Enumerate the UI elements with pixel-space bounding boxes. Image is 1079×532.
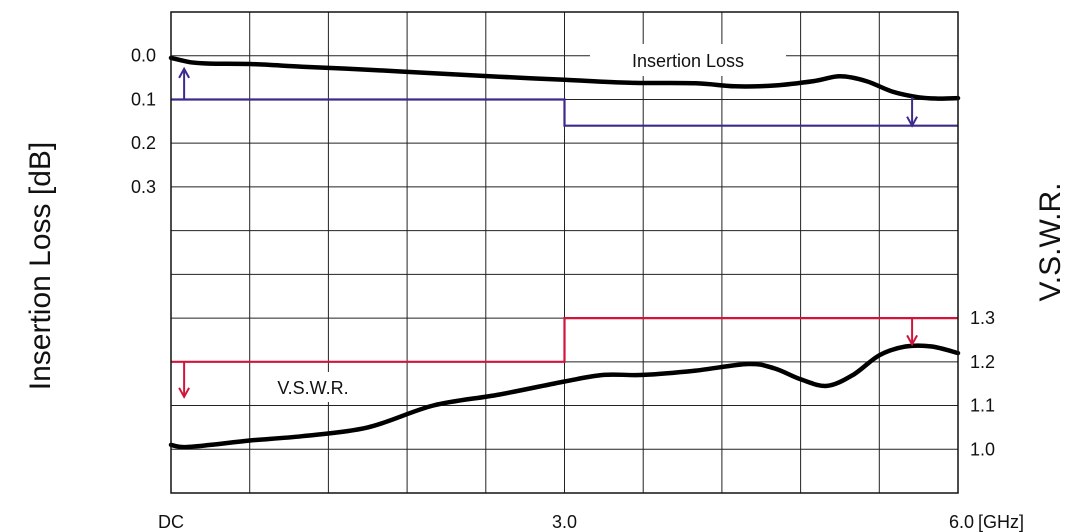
insertion-loss-label: Insertion Loss — [632, 51, 744, 71]
insertion-loss-label-bg — [590, 44, 786, 76]
left-axis-title: Insertion Loss [dB] — [24, 142, 57, 390]
x-tick-label: 3.0 — [552, 512, 577, 532]
right-tick-label: 1.2 — [970, 352, 995, 372]
grid — [171, 12, 958, 493]
vswr-label-bg — [252, 372, 380, 402]
plot-frame — [170, 11, 959, 494]
vswr-limit-arrow — [906, 318, 918, 347]
x-unit-label: [GHz] — [978, 512, 1024, 532]
vswr-curve — [168, 343, 961, 450]
x-tick-label: DC — [158, 512, 184, 532]
vswr-label: V.S.W.R. — [277, 378, 348, 398]
insertion-loss-limit-line — [171, 98, 958, 127]
x-tick-label: 6.0 — [949, 512, 974, 532]
series-layer — [168, 55, 961, 450]
right-tick-label: 1.0 — [970, 439, 995, 459]
left-tick-label: 0.3 — [131, 177, 156, 197]
right-axis-title: V.S.W.R. — [1034, 183, 1067, 302]
right-tick-label: 1.1 — [970, 396, 995, 416]
insertion-loss-curve — [168, 55, 961, 101]
vswr-limit-arrow — [178, 361, 190, 399]
left-tick-label: 0.2 — [131, 133, 156, 153]
x-axis-ticks: DC 3.0 6.0 — [158, 512, 974, 532]
left-tick-label: 0.0 — [131, 46, 156, 66]
insertion-loss-limit-arrow — [178, 66, 190, 100]
left-axis-ticks: 0.0 0.1 0.2 0.3 — [131, 46, 156, 197]
limit-arrows — [178, 66, 918, 399]
insertion-loss-limit-arrow — [906, 97, 918, 128]
vswr-limit-line — [171, 317, 958, 363]
right-tick-label: 1.3 — [970, 308, 995, 328]
left-tick-label: 0.1 — [131, 89, 156, 109]
right-axis-ticks: 1.0 1.1 1.2 1.3 — [970, 308, 995, 459]
